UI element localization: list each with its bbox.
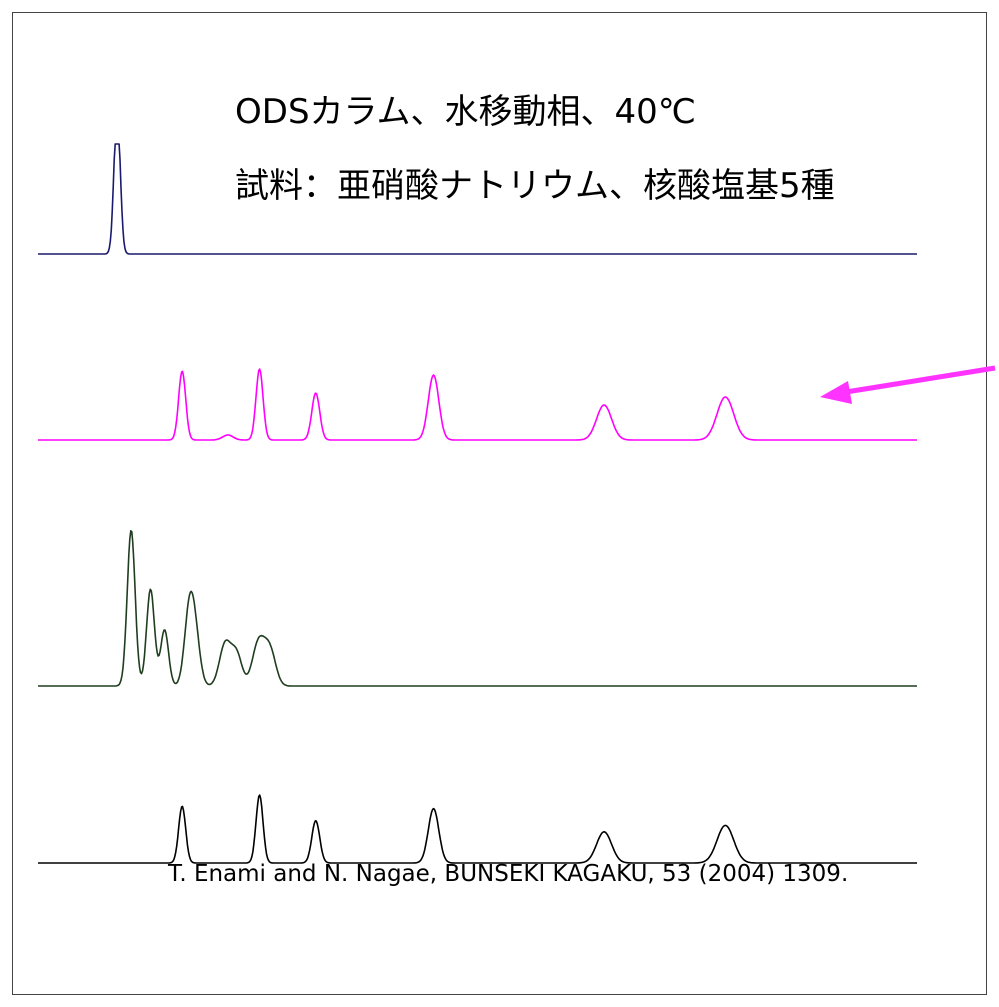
chart-subtitle: 試料：亜硝酸ナトリウム、核酸塩基5種 <box>235 166 835 206</box>
arrow-head <box>820 381 852 404</box>
chart-title: ODSカラム、水移動相、40℃ <box>235 92 696 132</box>
chromatogram-trace-2 <box>38 368 917 441</box>
chromatogram-trace-1 <box>38 143 917 255</box>
figure-frame <box>12 12 987 995</box>
annotation-arrow <box>820 365 996 404</box>
chromatogram-traces <box>38 143 917 864</box>
citation-text: T. Enami and N. Nagae, BUNSEKI KAGAKU, 5… <box>168 861 849 887</box>
chromatogram-trace-4 <box>38 794 917 864</box>
chromatogram-trace-3 <box>38 530 917 687</box>
arrow-shaft <box>845 365 996 395</box>
